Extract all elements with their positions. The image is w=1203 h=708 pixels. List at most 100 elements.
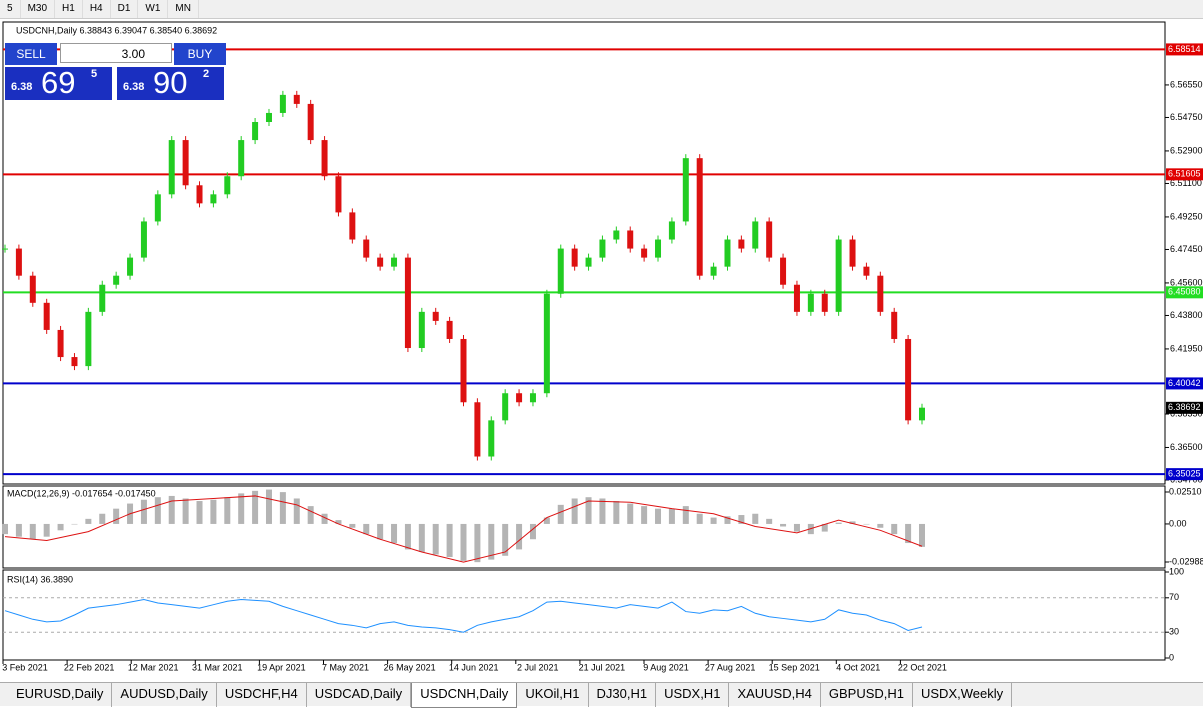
buy-price[interactable]: 6.38 90 2 <box>117 65 224 100</box>
timeframe-button[interactable]: M30 <box>21 0 56 18</box>
macd-bar <box>863 523 870 525</box>
candle <box>585 257 592 267</box>
candle <box>168 140 175 195</box>
level-label-bg <box>1166 286 1203 299</box>
macd-bar <box>655 508 662 524</box>
chart-tab[interactable]: XAUUSD,H4 <box>729 683 821 707</box>
y-tick-label: 0 <box>1169 652 1174 662</box>
price-small: 2 <box>203 68 210 80</box>
date-label: 3 Feb 2021 <box>2 662 48 672</box>
level-label: 6.40042 <box>1168 378 1201 388</box>
y-tick-label: 6.52900 <box>1170 145 1203 155</box>
date-label: 26 May 2021 <box>384 662 436 672</box>
chart-tab[interactable]: USDCAD,Daily <box>307 683 412 707</box>
macd-bar <box>43 523 50 537</box>
macd-bar <box>919 523 925 547</box>
sell-button[interactable]: SELL <box>5 43 57 65</box>
candle <box>335 176 342 213</box>
candle <box>863 266 870 276</box>
candle <box>127 257 134 276</box>
timeframe-button[interactable]: W1 <box>138 0 169 18</box>
candle <box>655 239 662 258</box>
chart-tab[interactable]: EURUSD,Daily <box>8 683 113 707</box>
candle <box>57 329 64 358</box>
date-label: 22 Oct 2021 <box>898 662 947 672</box>
y-tick-label: 6.45600 <box>1170 277 1203 287</box>
lot-input[interactable]: 3.00 <box>60 43 172 63</box>
candle <box>641 248 648 258</box>
candle <box>391 257 398 267</box>
timeframe-button[interactable]: 5 <box>0 0 21 18</box>
level-label: 6.58514 <box>1168 44 1201 54</box>
date-label: 14 Jun 2021 <box>449 662 499 672</box>
timeframe-button[interactable]: H1 <box>55 0 83 18</box>
level-label: 6.45080 <box>1168 287 1201 297</box>
buy-button[interactable]: BUY <box>174 43 226 65</box>
macd-bar <box>738 515 745 524</box>
candle <box>488 420 495 457</box>
candle <box>821 293 828 312</box>
y-tick-label: 6.41950 <box>1170 343 1203 353</box>
candle <box>710 266 717 276</box>
chart-tab[interactable]: USDX,H1 <box>656 683 730 707</box>
macd-bar <box>543 517 550 524</box>
macd-bar <box>724 516 731 524</box>
macd-bar <box>571 498 578 524</box>
candle <box>919 407 925 421</box>
candle <box>418 311 425 349</box>
macd-bar <box>29 523 36 540</box>
level-label-bg <box>1166 168 1203 181</box>
y-tick-label: 6.51100 <box>1170 178 1202 188</box>
macd-bar <box>293 498 300 524</box>
y-tick-label: 6.43800 <box>1170 310 1203 320</box>
candle <box>516 393 523 403</box>
price-main: 90 <box>153 65 188 100</box>
macd-bar <box>140 499 147 524</box>
y-tick-label: 70 <box>1169 592 1179 602</box>
date-label: 27 Aug 2021 <box>705 662 756 672</box>
candle <box>668 221 675 240</box>
macd-bar <box>224 497 231 524</box>
macd-header: MACD(12,26,9) -0.017654 -0.017450 <box>7 488 156 498</box>
candle <box>543 293 550 394</box>
macd-bar <box>182 498 189 524</box>
y-tick-label: 0.00 <box>1169 518 1187 528</box>
chart-tab[interactable]: UKOil,H1 <box>517 683 589 707</box>
y-tick-label: 6.56550 <box>1170 79 1203 89</box>
date-label: 4 Oct 2021 <box>836 662 880 672</box>
macd-bar <box>835 522 842 524</box>
chart-tab[interactable]: USDX,Weekly <box>913 683 1013 707</box>
date-label: 15 Sep 2021 <box>769 662 820 672</box>
candle <box>877 275 884 312</box>
level-label-bg <box>1166 468 1203 481</box>
timeframe-button[interactable]: D1 <box>111 0 139 18</box>
macd-bar <box>85 518 92 524</box>
candle <box>238 140 245 177</box>
sell-price[interactable]: 6.38 69 5 <box>5 65 112 100</box>
y-tick-label: 100 <box>1169 566 1184 576</box>
candle <box>15 248 22 276</box>
chart-tab[interactable]: DJ30,H1 <box>589 683 657 707</box>
timeframe-button[interactable]: MN <box>168 0 199 18</box>
chart-tab[interactable]: GBPUSD,H1 <box>821 683 913 707</box>
chart-header: USDCNH,Daily 6.38843 6.39047 6.38540 6.3… <box>16 25 217 35</box>
macd-bar <box>432 523 439 555</box>
candle <box>99 284 106 312</box>
macd-bar <box>99 513 106 524</box>
chart-tab[interactable]: USDCHF,H4 <box>217 683 307 707</box>
candle <box>696 158 703 276</box>
y-tick-label: -0.02988 <box>1169 556 1203 566</box>
trade-panel: SELL 3.00 BUY 6.38 69 5 6.38 90 2 <box>5 43 226 100</box>
macd-bar <box>154 497 161 524</box>
candle <box>682 158 689 222</box>
candle <box>210 194 217 204</box>
candle <box>502 393 509 421</box>
chart-tab[interactable]: AUDUSD,Daily <box>112 683 217 707</box>
macd-bar <box>265 489 272 524</box>
candle <box>307 103 314 141</box>
macd-bar <box>196 501 203 524</box>
macd-bar <box>57 523 64 531</box>
candle <box>113 275 120 285</box>
chart-tab[interactable]: USDCNH,Daily <box>411 683 518 708</box>
timeframe-button[interactable]: H4 <box>83 0 111 18</box>
